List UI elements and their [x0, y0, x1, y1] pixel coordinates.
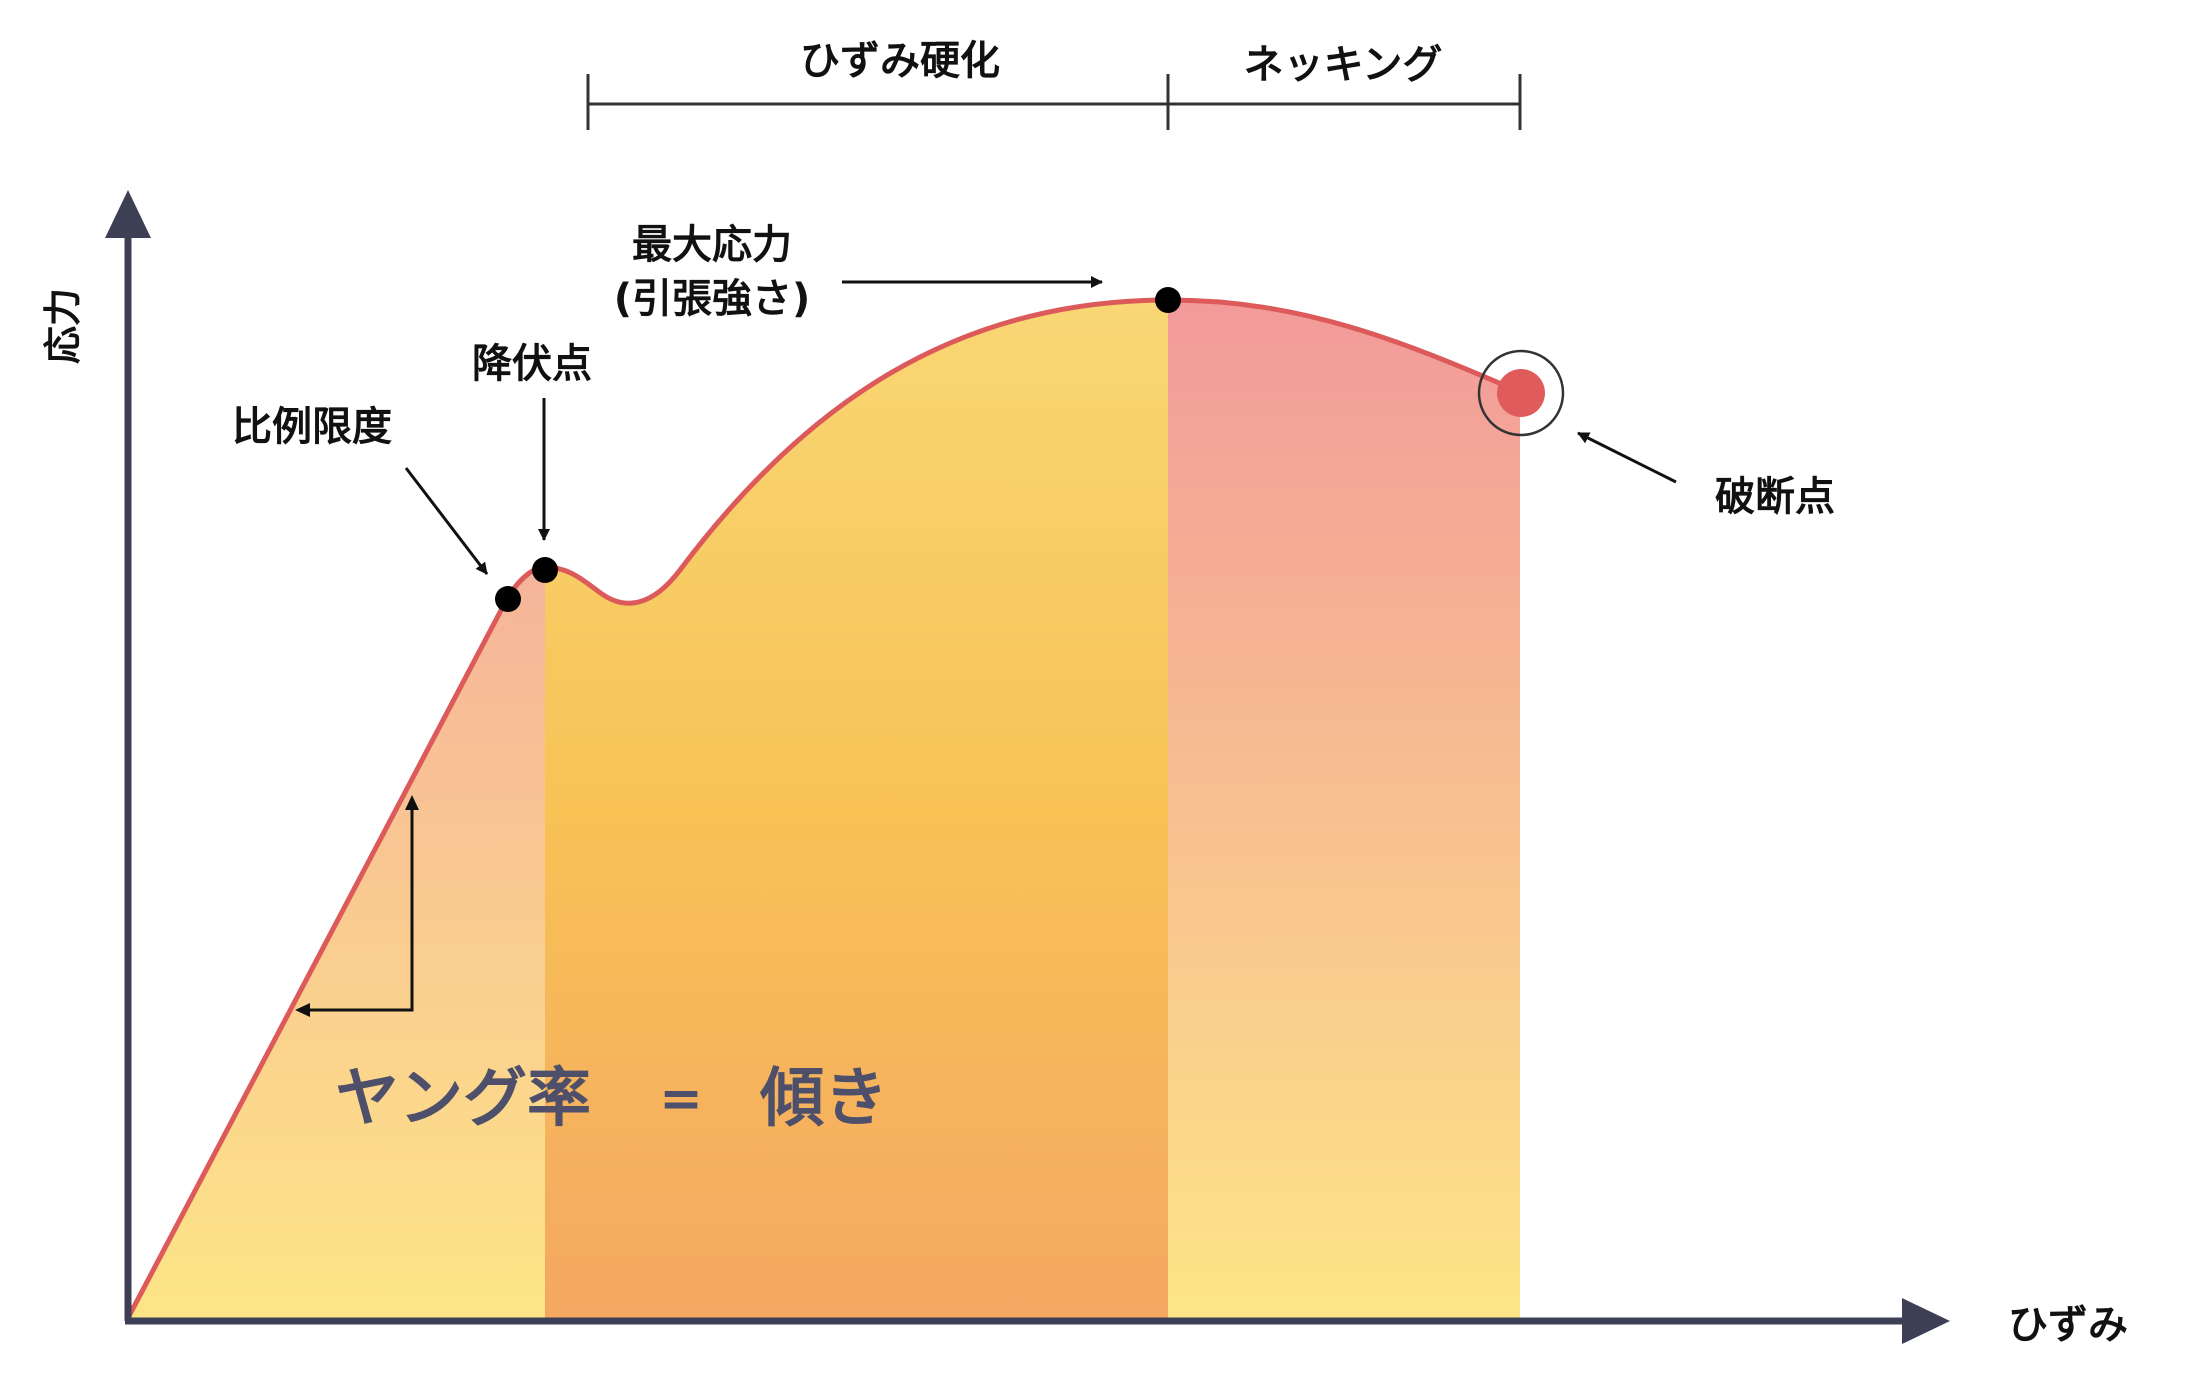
y-axis-arrowhead-icon: [105, 190, 151, 238]
max-stress-label: 最大応力: [632, 222, 792, 268]
yield-point-label: 降伏点: [472, 341, 592, 387]
max-stress-point: [1155, 287, 1181, 313]
x-axis-label: ひずみ: [2008, 1302, 2128, 1348]
proportional-limit-label: 比例限度: [232, 404, 392, 450]
slope-arrowhead-left-icon: [295, 1003, 310, 1017]
elastic-region: [128, 567, 545, 1318]
strain-hardening-label: ひずみ硬化: [800, 38, 1000, 84]
yield-point: [532, 557, 558, 583]
fracture-ring-icon: [1477, 349, 1565, 437]
slope-indicator: [302, 802, 414, 1012]
youngs-modulus-label: ヤング率: [335, 1062, 591, 1136]
y-axis-label: 応力: [41, 288, 85, 364]
proportional-limit-point: [495, 586, 521, 612]
fracture-point-label: 破断点: [1715, 474, 1835, 520]
tensile-strength-label: (引張強さ): [614, 276, 811, 322]
x-axis-arrowhead-icon: [1902, 1298, 1950, 1344]
axes: [105, 190, 1950, 1344]
slope-arrowhead-up-icon: [405, 795, 419, 810]
equals-sign: =: [659, 1069, 703, 1129]
proportional-limit-arrow: [404, 467, 489, 575]
strain-hardening-region: [545, 300, 1168, 1318]
slope-label: 傾き: [759, 1062, 888, 1136]
fracture-point: [1497, 369, 1545, 417]
region-brackets: [586, 74, 1522, 130]
necking-label: ネッキング: [1244, 42, 1443, 88]
stress-strain-curve: [125, 297, 1521, 1320]
necking-region: [1168, 300, 1520, 1318]
fracture-arrow: [1577, 431, 1677, 484]
